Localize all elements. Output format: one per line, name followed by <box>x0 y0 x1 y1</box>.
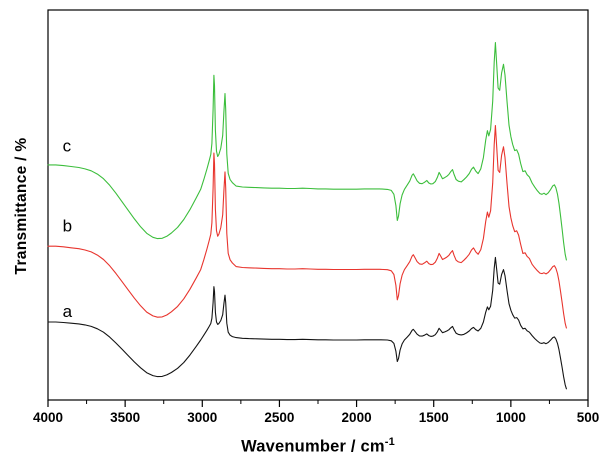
x-tick-label: 3000 <box>187 410 217 425</box>
series-c-line <box>47 42 567 261</box>
x-tick-label: 1000 <box>496 410 526 425</box>
y-axis-label: Transmittance / % <box>13 137 30 275</box>
x-tick-label: 500 <box>577 410 600 425</box>
x-tick-label: 4000 <box>33 410 63 425</box>
series-b-line <box>47 124 567 329</box>
x-axis-label-superscript: -1 <box>384 436 395 448</box>
x-axis-label: Wavenumber / cm-1 <box>48 436 588 457</box>
curve-label-b: b <box>63 217 72 236</box>
x-tick-label: 2500 <box>264 410 294 425</box>
x-tick-label: 3500 <box>110 410 140 425</box>
x-axis-label-text: Wavenumber / cm <box>241 437 385 456</box>
curve-label-a: a <box>63 302 73 321</box>
x-tick-label: 2000 <box>342 410 372 425</box>
curve-label-c: c <box>63 136 72 155</box>
plot-frame <box>47 9 589 401</box>
x-tick-label: 1500 <box>419 410 449 425</box>
series-a-line <box>47 256 567 390</box>
